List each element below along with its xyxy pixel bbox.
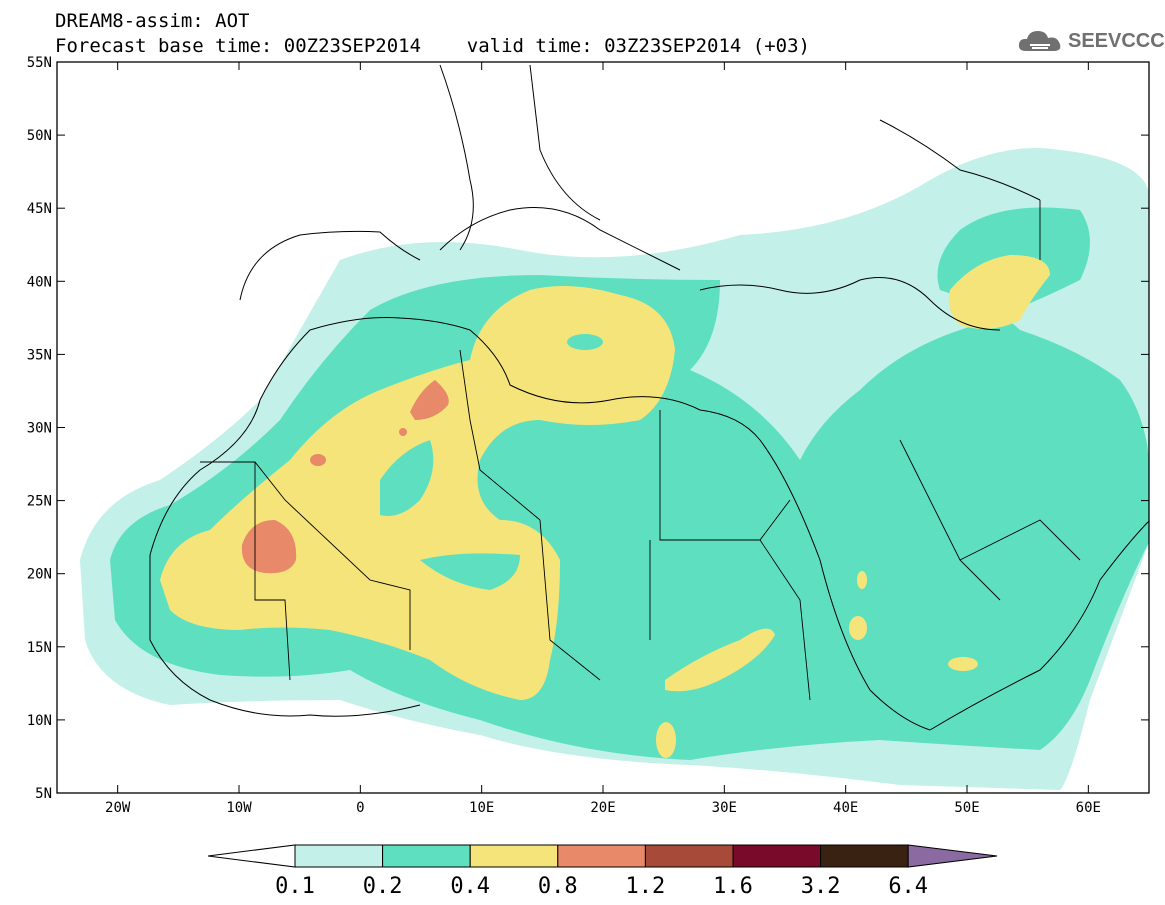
colorbar-high-arrow (907, 844, 998, 868)
lat-tick-label: 5N (35, 786, 52, 802)
colorbar-label: 6.4 (888, 874, 928, 899)
chart-title: DREAM8-assim: AOT (55, 10, 250, 32)
aot-contour-0.4-chad (656, 722, 676, 758)
colorbar-label: 1.6 (713, 874, 753, 899)
colorbar: 0.1 0.2 0.4 0.8 1.2 1.6 3.2 6.4 (207, 844, 998, 899)
lat-tick-label: 40N (27, 274, 52, 290)
aot-contour-hole-2 (420, 553, 520, 590)
aot-contour-0.8-algeria (410, 380, 449, 420)
colorbar-segment (732, 844, 822, 868)
lon-tick-label: 30E (712, 800, 737, 816)
colorbar-segment (294, 844, 384, 868)
lon-tick-label: 40E (833, 800, 858, 816)
lon-tick-label: 60E (1076, 800, 1101, 816)
colorbar-label: 0.2 (363, 874, 403, 899)
lat-tick-label: 10N (27, 713, 52, 729)
colorbar-segment (644, 844, 734, 868)
lat-tick-label: 25N (27, 494, 52, 510)
lon-tick-label: 0 (356, 800, 364, 816)
coastlines (149, 64, 1149, 731)
lat-tick-label: 35N (27, 347, 52, 363)
aot-contour-0.4-caspian (948, 255, 1050, 329)
aot-contour-0.4-redsea (857, 571, 867, 589)
lon-tick-label: 50E (954, 800, 979, 816)
aot-contour-0.8-small (310, 454, 326, 466)
colorbar-segment (382, 844, 471, 868)
lon-tick-label: 20W (105, 800, 131, 816)
aot-contour-hole-1 (380, 440, 434, 516)
colorbar-segment (469, 844, 559, 868)
lat-tick-label: 50N (27, 128, 52, 144)
aot-contour-hole-3 (567, 334, 603, 350)
aot-contour-0.4-eritrea (849, 616, 867, 640)
aot-contour-0.4-yemen (948, 657, 978, 671)
logo-text: SEEVCCC (1068, 29, 1165, 52)
lat-tick-label: 15N (27, 640, 52, 656)
colorbar-segment (557, 844, 646, 868)
colorbar-label: 0.8 (538, 874, 578, 899)
seevccc-logo: SEEVCCC (1018, 27, 1165, 55)
colorbar-label: 3.2 (801, 874, 841, 899)
colorbar-label: 0.1 (275, 874, 315, 899)
lat-tick-label: 45N (27, 201, 52, 217)
lon-tick-label: 10E (469, 800, 494, 816)
latitude-axis: 55N 50N 45N 40N 35N 30N 25N 20N 15N 10N 5N (27, 55, 1149, 802)
longitude-axis: 20W 10W 0 10E 20E 30E 40E 50E 60E (105, 62, 1101, 816)
aot-contour-0.2-arabia (835, 394, 1100, 700)
cloud-icon (1018, 31, 1061, 51)
colorbar-segment (820, 844, 909, 868)
colorbar-low-arrow (207, 844, 296, 868)
lon-tick-label: 20E (590, 800, 615, 816)
colorbar-label: 1.2 (626, 874, 666, 899)
forecast-time-line: Forecast base time: 00Z23SEP2014 valid t… (55, 35, 810, 57)
aot-field (80, 64, 1149, 790)
country-borders (200, 200, 1081, 701)
aot-contour-0.8-tiny (399, 428, 407, 436)
lat-tick-label: 30N (27, 421, 52, 437)
colorbar-label: 0.4 (450, 874, 490, 899)
lat-tick-label: 55N (27, 55, 52, 71)
lat-tick-label: 20N (27, 567, 52, 583)
aot-contour-0.4-sudan (665, 628, 775, 692)
lon-tick-label: 10W (226, 800, 252, 816)
